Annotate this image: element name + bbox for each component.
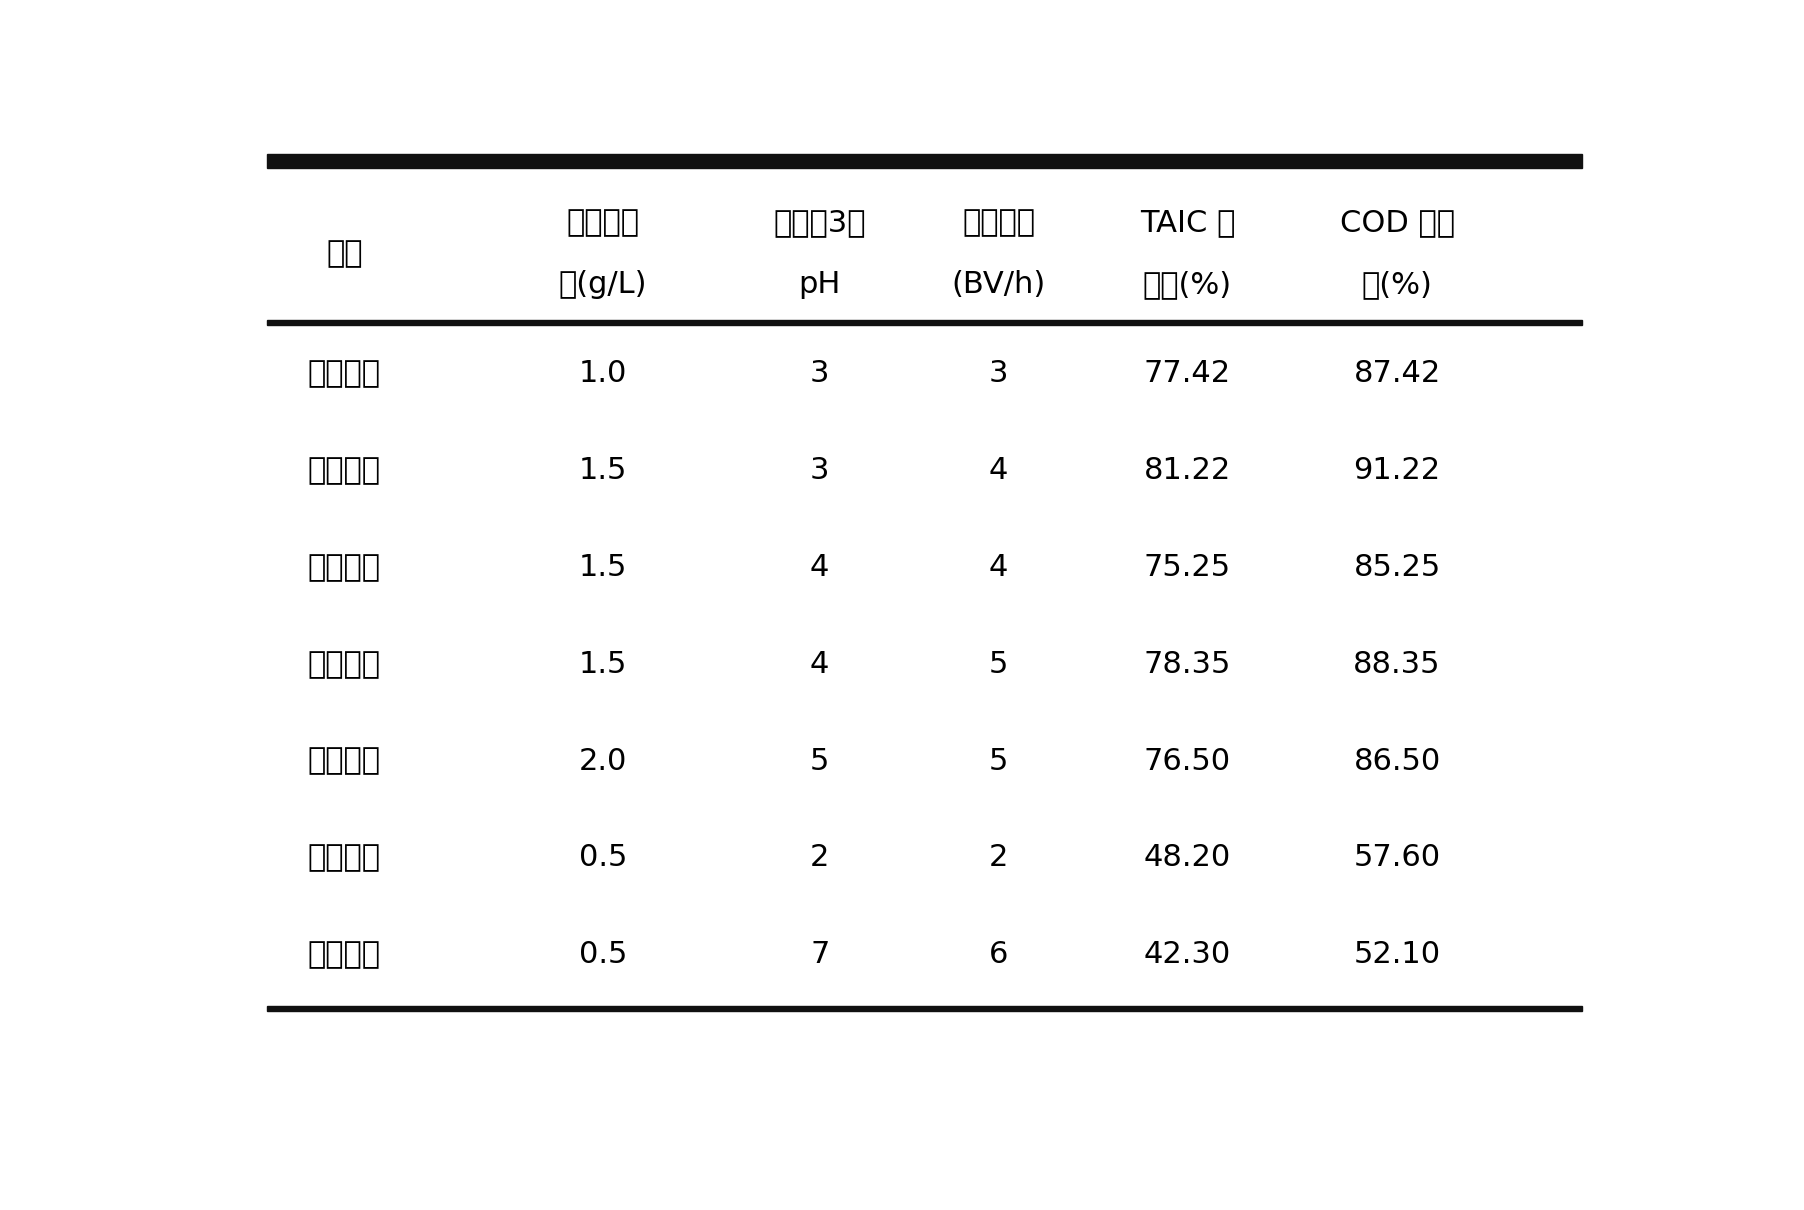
Text: 实施例一: 实施例一 [308,359,381,388]
Text: 4: 4 [989,553,1008,582]
Text: 42.30: 42.30 [1144,940,1230,969]
Text: 实施例三: 实施例三 [308,553,381,582]
Text: 2.0: 2.0 [579,747,628,776]
Text: 6: 6 [989,940,1008,969]
Text: 实施例二: 实施例二 [308,456,381,485]
Text: 0.5: 0.5 [579,940,628,969]
Text: 实施例四: 实施例四 [308,650,381,679]
Text: pH: pH [799,271,841,299]
Text: 5: 5 [989,650,1008,679]
Text: 87.42: 87.42 [1353,359,1441,388]
Text: 2: 2 [810,843,830,872]
Text: 81.22: 81.22 [1144,456,1230,485]
Text: 0.5: 0.5 [579,843,628,872]
Text: 编号: 编号 [327,240,363,269]
Text: 52.10: 52.10 [1353,940,1441,969]
Text: 5: 5 [989,747,1008,776]
Text: 88.35: 88.35 [1353,650,1441,679]
Text: 1.5: 1.5 [579,456,628,485]
Text: 1.0: 1.0 [579,359,628,388]
Text: 步骤（3）: 步骤（3） [774,208,866,237]
Text: 57.60: 57.60 [1353,843,1441,872]
Text: 78.35: 78.35 [1144,650,1230,679]
Text: 1.5: 1.5 [579,650,628,679]
Text: 5: 5 [810,747,830,776]
Bar [267,154,1582,168]
Text: 废水流速: 废水流速 [962,208,1035,237]
Text: 3: 3 [989,359,1008,388]
Text: 对比例二: 对比例二 [308,940,381,969]
Text: 77.42: 77.42 [1144,359,1230,388]
Text: 76.50: 76.50 [1144,747,1230,776]
Text: 量(g/L): 量(g/L) [559,271,648,299]
Bar [267,321,1582,325]
Text: 3: 3 [810,456,830,485]
Text: 85.25: 85.25 [1353,553,1441,582]
Bar [267,1006,1582,1010]
Text: 率(%): 率(%) [1362,271,1432,299]
Text: 86.50: 86.50 [1353,747,1441,776]
Text: 对比例一: 对比例一 [308,843,381,872]
Text: COD 去除: COD 去除 [1340,208,1454,237]
Text: 除率(%): 除率(%) [1142,271,1232,299]
Text: 91.22: 91.22 [1353,456,1441,485]
Text: (BV/h): (BV/h) [951,271,1046,299]
Text: 1.5: 1.5 [579,553,628,582]
Text: 4: 4 [989,456,1008,485]
Text: 4: 4 [810,553,830,582]
Text: 2: 2 [989,843,1008,872]
Text: TAIC 去: TAIC 去 [1140,208,1236,237]
Text: 75.25: 75.25 [1144,553,1230,582]
Text: 3: 3 [810,359,830,388]
Text: 4: 4 [810,650,830,679]
Text: 48.20: 48.20 [1144,843,1230,872]
Text: 臭氧通入: 臭氧通入 [566,208,639,237]
Text: 实施例五: 实施例五 [308,747,381,776]
Text: 7: 7 [810,940,830,969]
